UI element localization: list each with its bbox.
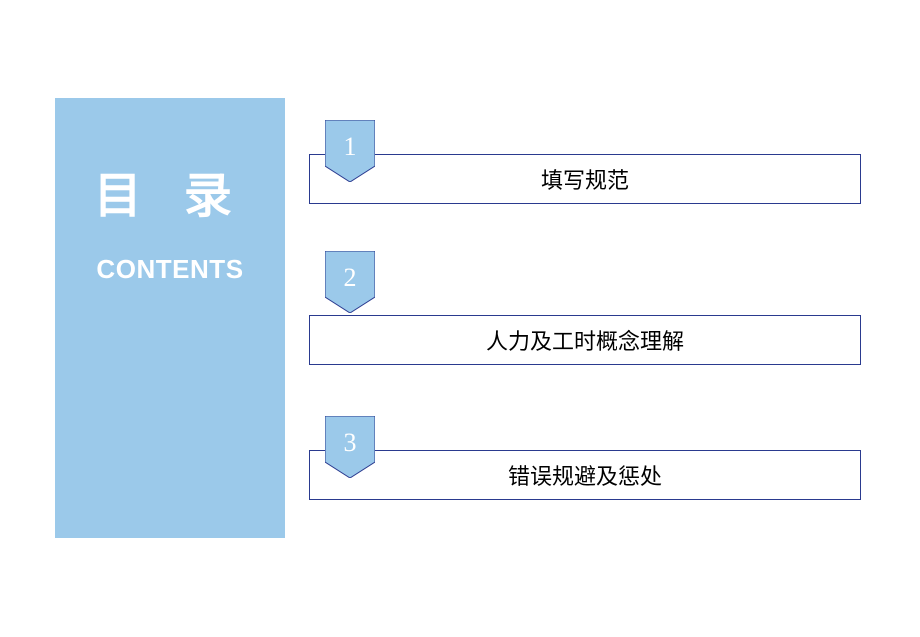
toc-box: 人力及工时概念理解 [309, 315, 861, 365]
toc-number: 1 [325, 132, 375, 162]
toc-number: 2 [325, 263, 375, 293]
sidebar-title: 目 录 [94, 156, 247, 226]
toc-number: 3 [325, 428, 375, 458]
toc-badge: 3 [325, 416, 375, 478]
sidebar-subtitle: CONTENTS [96, 254, 243, 285]
sidebar: 目 录 CONTENTS [55, 98, 285, 538]
toc-label: 人力及工时概念理解 [486, 324, 684, 356]
toc-label: 填写规范 [541, 163, 629, 195]
toc-badge: 1 [325, 120, 375, 182]
toc-badge: 2 [325, 251, 375, 313]
toc-box: 填写规范 [309, 154, 861, 204]
toc-label: 错误规避及惩处 [508, 459, 662, 491]
toc-box: 错误规避及惩处 [309, 450, 861, 500]
